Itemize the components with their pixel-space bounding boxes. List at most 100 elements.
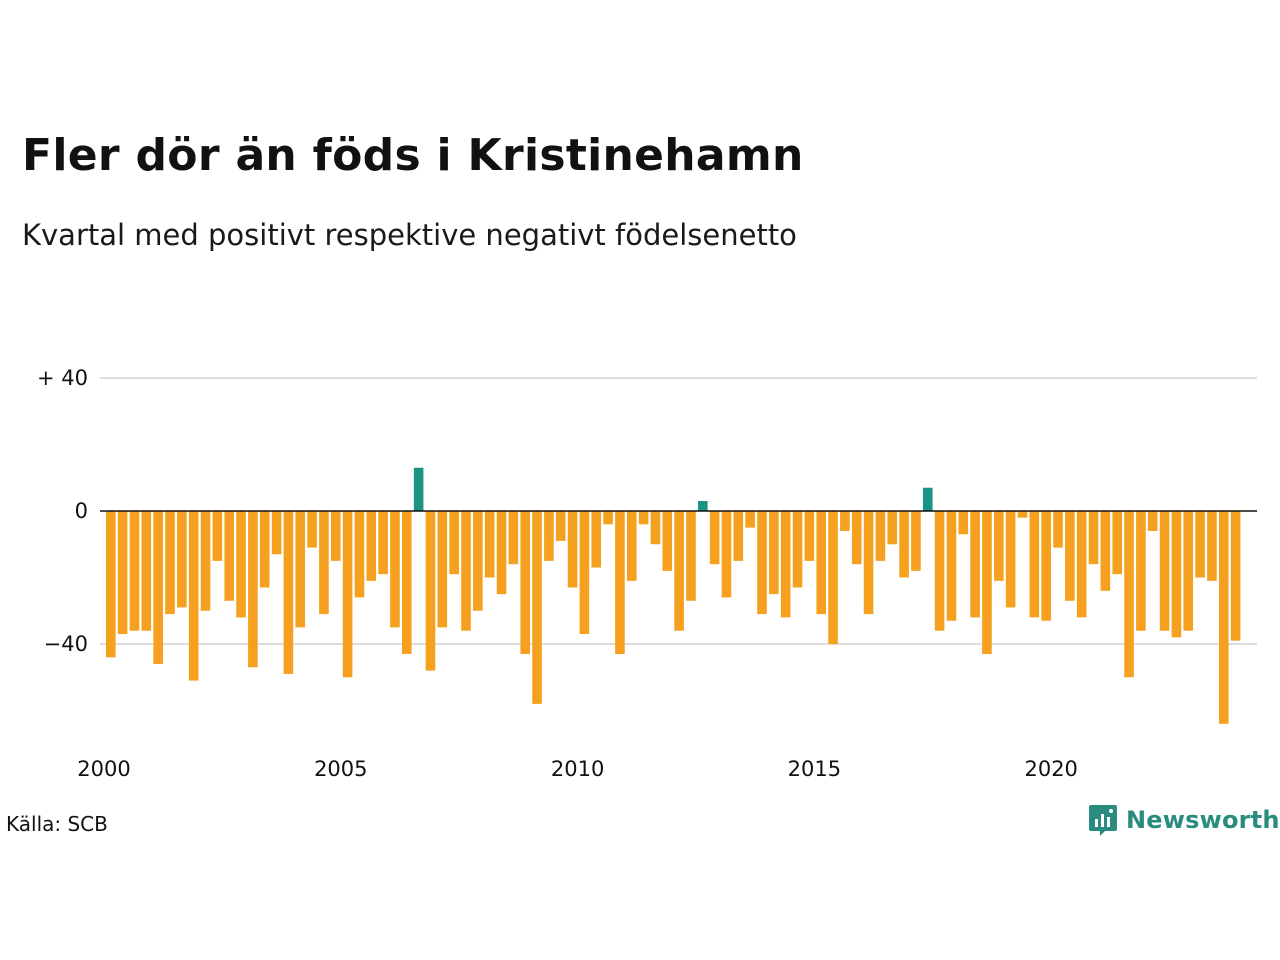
bar-negative [934, 511, 945, 631]
x-tick-label: 2010 [551, 757, 604, 781]
bar-negative [342, 511, 353, 678]
bar-negative [188, 511, 199, 681]
bar-negative [1183, 511, 1194, 631]
bar-negative [307, 511, 317, 548]
x-tick-label: 2020 [1024, 757, 1077, 781]
bar-negative [544, 511, 554, 561]
bar-negative [899, 511, 909, 578]
bar-negative [473, 511, 483, 611]
bar-negative [508, 511, 519, 565]
bar-negative [117, 511, 128, 635]
bar-negative [958, 511, 969, 535]
bar-negative [733, 511, 744, 561]
bar-negative [390, 511, 400, 628]
bar-negative [851, 511, 862, 565]
bar-negative [177, 511, 187, 608]
bar-negative [1195, 511, 1205, 578]
bar-negative [863, 511, 874, 615]
bar-negative [366, 511, 377, 581]
bar-negative [295, 511, 306, 628]
bar-negative [106, 511, 116, 658]
y-tick-label: −40 [44, 632, 88, 656]
bar-negative [567, 511, 578, 588]
bar-negative [484, 511, 495, 578]
bar-negative [1124, 511, 1134, 678]
bar-negative [769, 511, 779, 595]
bar-negative [1112, 511, 1122, 575]
bar-negative [994, 511, 1004, 581]
bar-negative [1136, 511, 1146, 631]
bar-negative [650, 511, 661, 545]
bar-negative [1088, 511, 1099, 565]
chart-subtitle: Kvartal med positivt respektive negativt… [22, 218, 797, 252]
bar-negative [437, 511, 448, 628]
bar-negative [153, 511, 163, 664]
x-axis-labels: 2000 2005 2010 2015 2020 [77, 757, 1078, 781]
x-tick-label: 2015 [788, 757, 841, 781]
y-tick-label: + 40 [37, 366, 88, 390]
bar-negative [319, 511, 329, 615]
bar-negative [212, 511, 223, 561]
bar-negative [626, 511, 637, 581]
bar-positive [698, 501, 708, 511]
y-tick-label: 0 [75, 499, 88, 523]
bar-negative [449, 511, 459, 575]
bar-negative [1147, 511, 1158, 531]
bar-negative [709, 511, 720, 565]
bar-negative [224, 511, 234, 601]
bar-negative [840, 511, 850, 531]
brand-name: Newsworthy [1126, 806, 1280, 834]
bar-negative [378, 511, 388, 575]
bar-negative [1076, 511, 1087, 618]
bar-negative [721, 511, 732, 598]
bar-negative [745, 511, 755, 528]
bar-negative [674, 511, 684, 631]
bar-negative [591, 511, 602, 568]
bar-negative [1017, 511, 1028, 518]
bar-negative [757, 511, 767, 615]
x-tick-label: 2000 [77, 757, 130, 781]
bar-negative [804, 511, 815, 561]
bar-negative [887, 511, 898, 545]
bar-negative [1159, 511, 1170, 631]
bar-negative [532, 511, 542, 704]
bar-negative [165, 511, 175, 615]
bar-negative [1029, 511, 1040, 618]
bar-negative [141, 511, 152, 631]
bar-negative [579, 511, 590, 635]
bar-negative [1005, 511, 1016, 608]
bar-positive [413, 467, 424, 511]
newsworthy-logo-icon [1089, 805, 1117, 836]
bar-negative [236, 511, 246, 618]
bar-negative [1065, 511, 1075, 601]
bar-negative [354, 511, 365, 598]
x-tick-label: 2005 [314, 757, 367, 781]
bar-negative [662, 511, 673, 571]
chart-title: Fler dör än föds i Kristinehamn [22, 130, 804, 181]
bar-negative [603, 511, 613, 525]
bar-negative [283, 511, 294, 674]
bar-negative [970, 511, 980, 618]
bar-negative [828, 511, 838, 644]
bar-negative [1041, 511, 1051, 621]
bar-negative [911, 511, 921, 571]
bar-negative [425, 511, 436, 671]
bar-negative [555, 511, 566, 541]
bar-negative [1207, 511, 1217, 581]
bar-negative [1053, 511, 1063, 548]
bar-negative [615, 511, 625, 654]
bar-negative [520, 511, 530, 654]
bar-negative [330, 511, 341, 561]
bar-negative [780, 511, 791, 618]
bar-negative [259, 511, 270, 588]
bar-chart: + 40 0 −40 2000 2005 2010 2015 2020 [37, 366, 1257, 781]
bar-negative [1100, 511, 1111, 591]
bar-negative [402, 511, 412, 654]
bar-negative [496, 511, 507, 595]
bar-negative [1171, 511, 1182, 638]
bar-negative [686, 511, 696, 601]
bars [106, 467, 1241, 724]
brand-logo[interactable]: Newsworthy [1088, 803, 1280, 837]
bar-negative [461, 511, 471, 631]
bar-negative [248, 511, 258, 668]
